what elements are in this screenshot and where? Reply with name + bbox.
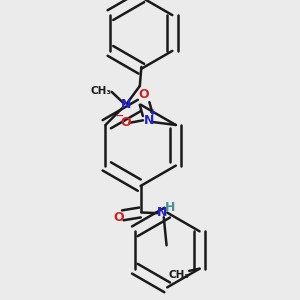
Text: O: O: [139, 88, 149, 101]
Text: N: N: [121, 98, 131, 111]
Text: O: O: [121, 116, 131, 129]
Text: N: N: [143, 114, 154, 127]
Text: H: H: [165, 201, 175, 214]
Text: CH₃: CH₃: [169, 270, 190, 280]
Text: −: −: [116, 111, 124, 121]
Text: +: +: [149, 108, 157, 117]
Text: N: N: [157, 206, 168, 219]
Text: CH₃: CH₃: [90, 85, 111, 96]
Text: O: O: [113, 211, 124, 224]
